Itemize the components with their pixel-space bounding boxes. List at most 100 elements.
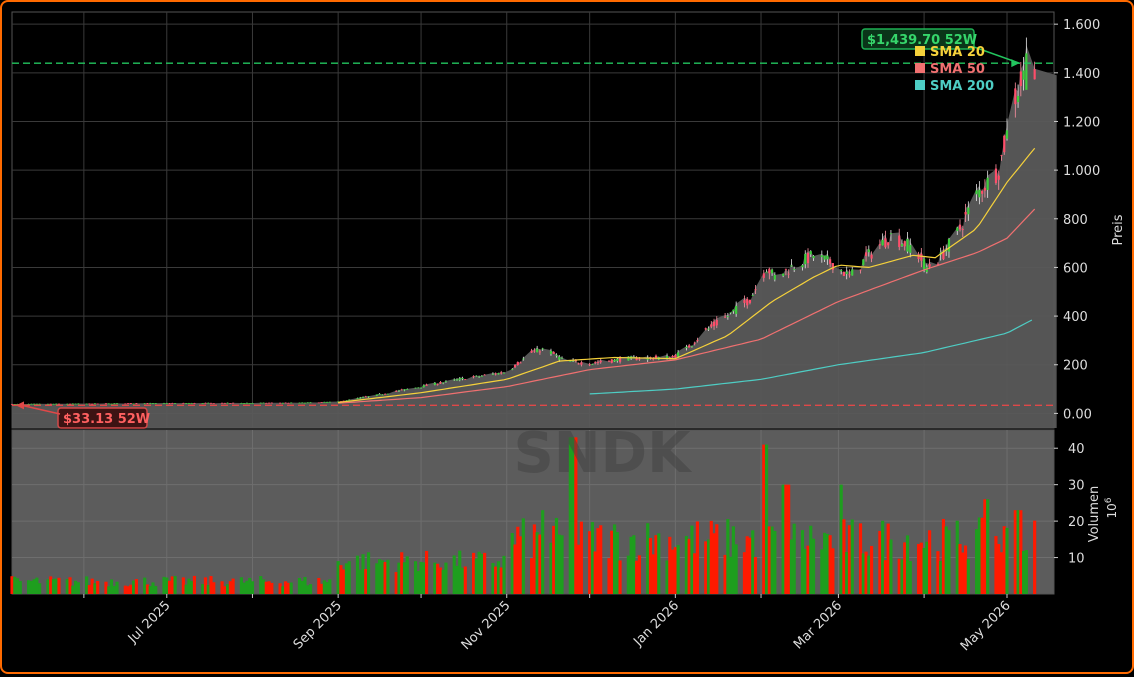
candle-body (823, 255, 826, 260)
volume-bar (317, 577, 321, 594)
candle-body (190, 402, 193, 404)
volume-bar (513, 544, 517, 594)
candle-body (46, 403, 50, 405)
candle-body (613, 359, 616, 362)
candle-body (522, 358, 525, 360)
volume-bar (999, 552, 1004, 594)
candle-body (654, 355, 658, 359)
candle-body (165, 403, 168, 404)
volume-bar (789, 539, 793, 594)
volume-bar (460, 567, 465, 594)
candle-body (207, 402, 210, 404)
volume-bar (261, 579, 266, 594)
candle-body (710, 324, 713, 327)
candle-body (240, 402, 243, 404)
volume-bar (477, 551, 481, 594)
volume-bar (886, 523, 890, 594)
volume-bar (306, 585, 310, 594)
candle-body (110, 403, 113, 405)
candle-body (348, 399, 351, 401)
volume-bar (206, 585, 210, 594)
candle-body (162, 403, 166, 404)
candle-body (790, 265, 793, 267)
volume-bar (143, 577, 147, 594)
candle-body (558, 356, 561, 360)
candle-body (309, 402, 312, 404)
candle-body (560, 357, 564, 359)
candle-body (381, 394, 384, 396)
volume-bar (787, 484, 791, 594)
volume-bar (452, 555, 456, 594)
candle-body (226, 402, 229, 404)
candle-body (173, 403, 177, 404)
candle-body (862, 259, 865, 266)
candle-body (245, 402, 249, 404)
volume-bar (557, 534, 561, 594)
price-tick-label: 1.200 (1063, 115, 1100, 130)
volume-bar (521, 518, 525, 594)
volume-bar (1005, 527, 1009, 594)
candle-body (569, 361, 572, 362)
volume-bar (825, 533, 829, 594)
volume-bar (936, 551, 940, 594)
volume-bar (270, 582, 274, 594)
volume-bar (425, 550, 429, 594)
volume-bar (944, 526, 948, 594)
volume-bar (32, 579, 36, 594)
volume-bar (549, 542, 553, 594)
candle-body (649, 357, 652, 358)
candle-body (444, 380, 448, 382)
candle-body (618, 358, 622, 362)
candle-body (1022, 70, 1025, 80)
candle-body (326, 401, 329, 403)
candle-body (773, 274, 776, 280)
candle-body (38, 403, 41, 405)
candle-body (433, 382, 436, 385)
candle-body (920, 253, 923, 261)
candle-body (480, 375, 483, 377)
volume-bar (226, 584, 230, 594)
volume-bar (419, 561, 423, 594)
candle-body (397, 390, 401, 392)
candle-body (345, 400, 348, 402)
volume-bar (380, 560, 384, 594)
candle-body (52, 403, 55, 405)
candle-body (607, 360, 611, 362)
volume-bar (590, 522, 594, 594)
volume-bar (458, 550, 462, 594)
candle-body (403, 389, 406, 391)
candle-body (74, 403, 77, 405)
candle-body (552, 351, 555, 354)
volume-bar (250, 581, 255, 594)
candle-body (483, 374, 486, 376)
volume-bar (734, 544, 738, 594)
candle-body (500, 372, 503, 374)
volume-bar (905, 535, 910, 594)
volume-bar (259, 576, 263, 594)
x-tick-label: May 2026 (958, 598, 1014, 654)
volume-bar (867, 555, 871, 594)
candle-body (986, 177, 989, 190)
volume-bar (245, 580, 249, 594)
volume-bar (187, 578, 191, 594)
volume-bar (300, 580, 304, 594)
volume-bar (781, 484, 785, 594)
volume-bar (980, 517, 984, 594)
volume-bar (35, 577, 39, 594)
volume-bar (173, 576, 177, 594)
legend-swatch-1 (915, 63, 925, 73)
sma200-line (589, 319, 1033, 395)
candle-body (281, 402, 284, 404)
volume-bar (112, 585, 116, 594)
candle-body (1014, 88, 1017, 105)
candle-body (306, 402, 309, 404)
volume-bar (68, 577, 72, 594)
volume-bar (228, 581, 232, 594)
candle-body (182, 402, 185, 404)
candle-body (831, 263, 834, 270)
candle-body (942, 252, 945, 260)
volume-bar (657, 533, 661, 594)
volume-bar (358, 569, 362, 594)
candle-body (900, 244, 904, 247)
candle-body (55, 403, 58, 405)
